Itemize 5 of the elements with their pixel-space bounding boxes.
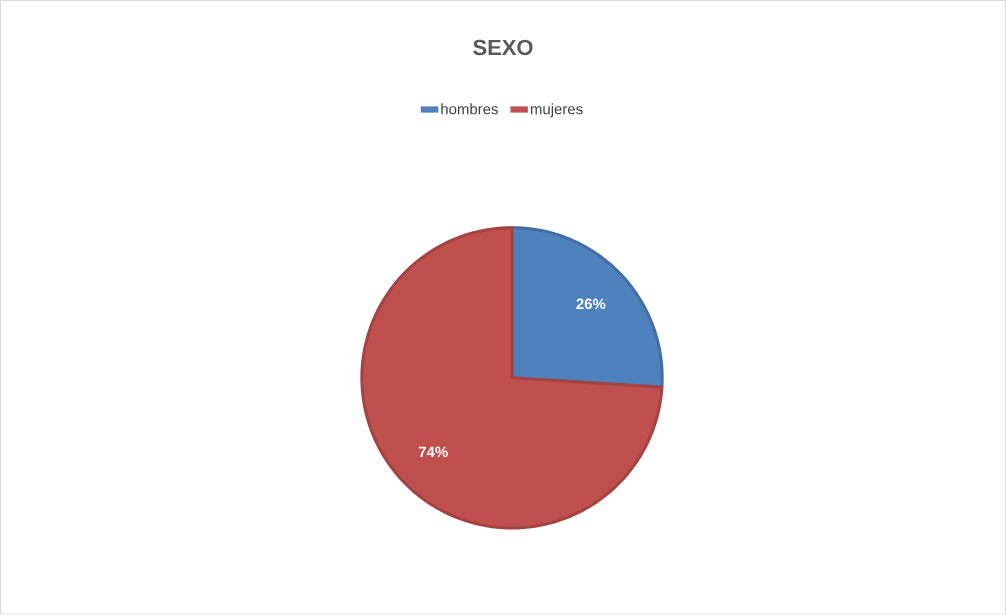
chart-title: SEXO	[473, 39, 533, 56]
legend-label: mujeres	[530, 103, 583, 118]
data-label: 74%	[418, 446, 448, 458]
data-label: 26%	[576, 298, 606, 310]
legend-label: hombres	[441, 103, 498, 115]
